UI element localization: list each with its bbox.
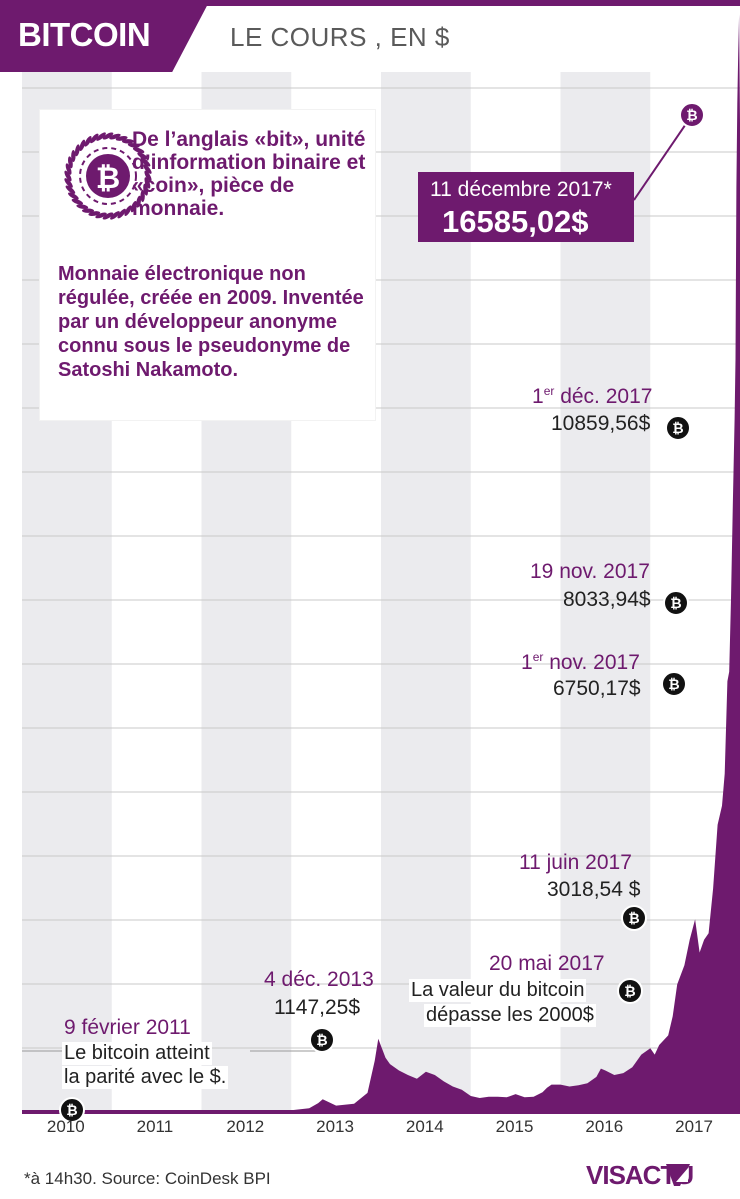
peak-callout: 11 décembre 2017* 16585,02$ — [418, 172, 634, 242]
svg-text:₿: ₿ — [66, 1103, 77, 1119]
may20-text-line1: La valeur du bitcoin — [409, 979, 587, 1002]
svg-text:₿: ₿ — [668, 677, 679, 693]
svg-text:₿: ₿ — [316, 1033, 327, 1049]
dec1-marker-icon: ₿ — [665, 415, 691, 441]
dec1-date: 1er déc. 2017 — [532, 384, 653, 408]
feb9-date: 9 février 2011 — [64, 1016, 191, 1039]
svg-text:₿: ₿ — [624, 984, 635, 1000]
jun11-date: 11 juin 2017 — [519, 851, 632, 874]
peak-leader-line — [633, 117, 691, 201]
nov1-date: 1er nov. 2017 — [521, 650, 640, 674]
x-tick-label: 2013 — [316, 1117, 354, 1136]
visactu-logo-mark-icon — [666, 1164, 690, 1186]
dec4-date: 4 déc. 2013 — [264, 968, 374, 991]
svg-text:₿: ₿ — [672, 421, 683, 437]
chart-subtitle: LE COURS , EN $ — [230, 22, 450, 52]
nov19-date: 19 nov. 2017 — [530, 560, 650, 583]
header-bar — [0, 0, 740, 6]
chart-title: BITCOIN — [18, 16, 151, 53]
annotation-leaders — [22, 117, 691, 1052]
may20-date: 20 mai 2017 — [489, 952, 605, 975]
x-tick-label: 2015 — [495, 1117, 534, 1136]
nov19-value: 8033,94$ — [563, 588, 651, 611]
svg-text:₿: ₿ — [686, 108, 697, 124]
x-tick-label: 2010 — [46, 1117, 85, 1136]
bitcoin-emblem-icon: ₿ — [64, 132, 152, 220]
dec4-value: 1147,25$ — [274, 996, 361, 1019]
x-tick-label: 2016 — [585, 1117, 624, 1136]
info-definition: De l’anglais «bit», unité d’information … — [132, 128, 366, 220]
nov1-value: 6750,17$ — [553, 677, 641, 700]
may20-text-line2: dépasse les 2000$ — [424, 1004, 596, 1027]
peak-date: 11 décembre 2017* — [430, 178, 612, 201]
svg-text:₿: ₿ — [670, 596, 681, 612]
feb9-marker-icon: ₿ — [59, 1097, 85, 1123]
may20-marker-icon: ₿ — [617, 978, 643, 1004]
svg-text:₿: ₿ — [628, 911, 639, 927]
svg-text:₿: ₿ — [96, 161, 120, 196]
x-tick-label: 2017 — [675, 1117, 713, 1136]
year-band-2016 — [560, 72, 651, 1112]
nov1-marker-icon: ₿ — [661, 671, 687, 697]
feb9-text-line2: la parité avec le $. — [62, 1066, 229, 1089]
info-description: Monnaie électronique non régulée, créée … — [58, 263, 364, 381]
dec4-marker-icon: ₿ — [309, 1027, 335, 1053]
jun11-marker-icon: ₿ — [621, 905, 647, 931]
feb9-text-line1: Le bitcoin atteint — [62, 1042, 212, 1065]
nov19-marker-icon: ₿ — [663, 590, 689, 616]
footnote: *à 14h30. Source: CoinDesk BPI — [24, 1169, 271, 1188]
x-tick-label: 2011 — [136, 1117, 174, 1136]
year-band-2014 — [381, 72, 471, 1112]
jun11-value: 3018,54 $ — [547, 878, 641, 901]
x-tick-label: 2014 — [405, 1117, 444, 1136]
peak-marker-icon: ₿ — [679, 102, 705, 128]
annotation-markers: ₿ ₿ ₿ ₿ ₿ ₿ ₿ ₿ — [59, 102, 705, 1123]
dec1-value: 10859,56$ — [551, 412, 651, 435]
title-badge: BITCOIN — [0, 0, 210, 72]
peak-value: 16585,02$ — [442, 204, 589, 239]
x-tick-label: 2012 — [226, 1117, 265, 1136]
